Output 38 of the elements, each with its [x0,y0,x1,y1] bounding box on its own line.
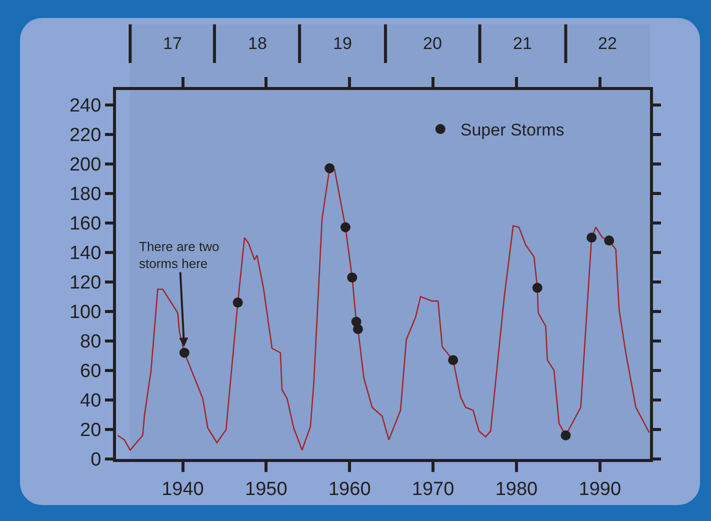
legend-label: Super Storms [460,120,564,140]
point [352,324,363,334]
x-tick-label: 1950 [245,478,288,500]
y-tick-label: 80 [80,332,102,353]
band-label: 18 [248,34,267,53]
point [232,298,243,308]
annotation: There are two storms here [139,239,220,271]
point [347,272,358,282]
point [448,355,458,366]
y-tick-label: 240 [69,95,102,116]
y-tick-label: 60 [80,361,102,382]
y-tick-label: 180 [69,184,102,205]
band-label: 19 [333,34,352,53]
y-tick-label: 120 [69,272,102,294]
point [324,163,335,174]
y-tick-label: 40 [80,390,102,412]
band-label: 17 [163,34,182,53]
x-tick-label: 1940 [162,478,204,500]
x-tick-label: 1990 [578,478,622,500]
y-tick-label: 200 [69,154,102,176]
point [586,232,597,243]
point [340,222,350,232]
band-label: 22 [598,34,617,53]
point [560,430,571,440]
point [604,236,614,246]
x-tick-label: 1960 [328,478,371,500]
x-tick-label: 1970 [412,478,454,500]
band-label: 20 [423,34,442,53]
y-tick-label: 160 [69,213,102,234]
point [532,282,542,293]
x-tick-label: 1980 [495,478,538,500]
y-tick-label: 100 [69,302,102,324]
band-label: 21 [513,34,532,53]
y-tick-label: 140 [69,243,102,264]
y-tick-label: 0 [90,450,102,471]
y-tick-label: 20 [80,420,102,442]
y-tick-label: 220 [69,124,102,146]
point [179,348,190,358]
